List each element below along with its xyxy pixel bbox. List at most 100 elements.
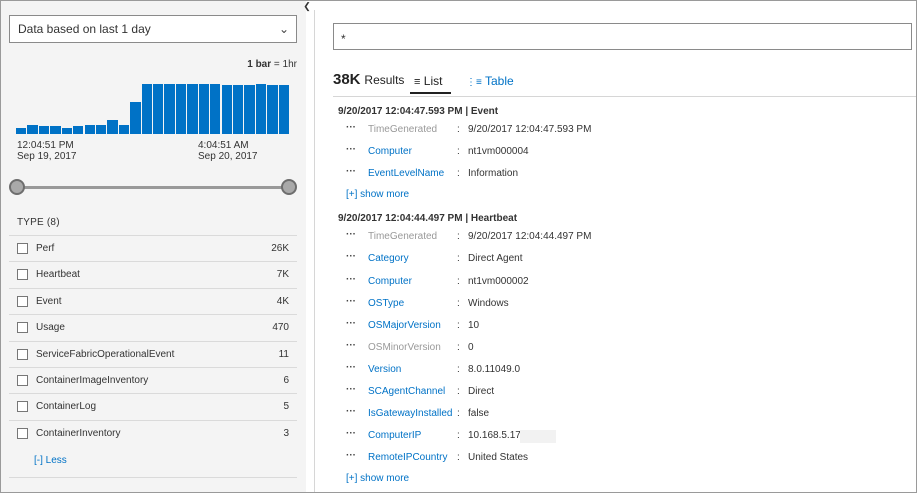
type-row-heartbeat[interactable]: Heartbeat 7K: [9, 261, 297, 287]
field-key[interactable]: Computer: [368, 146, 412, 158]
field-key[interactable]: IsGatewayInstalled: [368, 408, 453, 420]
type-row-containerlog[interactable]: ContainerLog 5: [9, 393, 297, 419]
show-more-link[interactable]: [+] show more: [346, 473, 410, 485]
histogram-bar[interactable]: [244, 84, 255, 134]
type-row-servicefabric[interactable]: ServiceFabricOperationalEvent 11: [9, 340, 297, 367]
histogram-bar[interactable]: [95, 125, 107, 134]
record-field: ··· Version:8.0.11049.0: [346, 361, 646, 378]
histogram-bar[interactable]: [198, 84, 210, 134]
histogram-bar[interactable]: [61, 127, 73, 134]
field-separator: :: [457, 297, 460, 309]
histogram-bar[interactable]: [255, 84, 267, 134]
checkbox[interactable]: [17, 295, 28, 307]
histogram-bar[interactable]: [84, 125, 95, 134]
histogram-bar[interactable]: [210, 84, 221, 134]
active-tab-indicator: [410, 92, 451, 94]
field-menu-icon[interactable]: ···: [346, 406, 356, 418]
field-menu-icon[interactable]: ···: [346, 384, 356, 395]
field-menu-icon[interactable]: ···: [346, 273, 356, 285]
field-menu-icon[interactable]: ···: [346, 229, 356, 241]
time-range-dropdown[interactable]: Data based on last 1 day ⌄: [9, 15, 297, 43]
type-facet-header: TYPE (8): [17, 217, 60, 228]
field-separator: :: [457, 408, 460, 420]
field-key[interactable]: Computer: [368, 275, 412, 287]
time-histogram[interactable]: [16, 70, 290, 134]
search-query-input[interactable]: *: [333, 23, 912, 50]
field-menu-icon[interactable]: ···: [346, 450, 356, 462]
checkbox[interactable]: [17, 243, 28, 254]
field-key[interactable]: SCAgentChannel: [368, 386, 446, 397]
field-menu-icon[interactable]: ···: [346, 122, 356, 133]
checkbox[interactable]: [17, 374, 28, 386]
table-icon: ⋮≡: [466, 77, 482, 88]
field-menu-icon[interactable]: ···: [346, 339, 356, 351]
field-key[interactable]: RemoteIPCountry: [368, 452, 448, 464]
type-row-event[interactable]: Event 4K: [9, 287, 297, 314]
field-value: 10.168.5.171: [468, 430, 527, 442]
histogram-bar[interactable]: [27, 125, 38, 134]
checkbox[interactable]: [17, 427, 28, 439]
field-menu-icon[interactable]: ···: [346, 144, 356, 156]
record-field: ··· SCAgentChannel: Direct: [346, 384, 646, 400]
histogram-bar[interactable]: [164, 84, 175, 134]
field-separator: :: [457, 341, 460, 353]
histogram-bar[interactable]: [175, 84, 187, 134]
tick-start-date: Sep 19, 2017: [17, 151, 77, 162]
field-separator: :: [457, 146, 460, 158]
field-menu-icon[interactable]: ···: [346, 428, 356, 440]
field-menu-icon[interactable]: ···: [346, 251, 356, 263]
type-name: Event: [36, 295, 62, 307]
checkbox[interactable]: [17, 322, 28, 334]
show-less-link[interactable]: [-] Less: [34, 455, 67, 466]
type-row-containerimageinventory[interactable]: ContainerImageInventory 6: [9, 366, 297, 393]
checkbox[interactable]: [17, 348, 28, 360]
field-separator: :: [457, 253, 460, 265]
tab-list[interactable]: ≡ List: [414, 74, 442, 88]
slider-start-handle[interactable]: [9, 179, 25, 195]
field-key[interactable]: OSMajorVersion: [368, 319, 441, 331]
type-name: Usage: [36, 322, 65, 334]
histogram-bar[interactable]: [50, 126, 61, 134]
checkbox[interactable]: [17, 269, 28, 281]
field-key[interactable]: ComputerIP: [368, 430, 422, 442]
histogram-bar[interactable]: [221, 84, 232, 134]
histogram-bar[interactable]: [278, 85, 289, 134]
type-name: Perf: [36, 243, 55, 254]
type-name: ContainerImageInventory: [36, 374, 149, 386]
field-key[interactable]: Version: [368, 363, 402, 375]
show-more-link[interactable]: [+] show more: [346, 189, 410, 201]
type-row-containerinventory[interactable]: ContainerInventory 3: [9, 419, 297, 446]
histogram-bar[interactable]: [267, 84, 278, 134]
histogram-bar[interactable]: [232, 84, 244, 134]
field-key[interactable]: EventLevelName: [368, 168, 445, 180]
results-count-label: Results: [364, 73, 405, 87]
field-key[interactable]: Category: [368, 253, 409, 265]
type-row-usage[interactable]: Usage 470: [9, 314, 297, 340]
list-icon: ≡: [414, 76, 421, 88]
results-divider: [333, 96, 916, 97]
field-menu-icon[interactable]: ···: [346, 295, 356, 307]
record-field: ··· ComputerIP:10.168.5.171: [346, 428, 646, 444]
field-key[interactable]: OSType: [368, 297, 405, 309]
histogram-bar[interactable]: [16, 127, 27, 134]
histogram-bar[interactable]: [130, 102, 141, 134]
field-separator: :: [457, 363, 460, 375]
checkbox[interactable]: [17, 401, 28, 413]
histogram-bar[interactable]: [187, 84, 198, 134]
histogram-bar[interactable]: [107, 119, 118, 134]
record-field: ··· TimeGenerated:9/20/2017 12:04:44.497 …: [346, 229, 646, 245]
histogram-bar[interactable]: [153, 84, 164, 134]
tab-table[interactable]: ⋮≡ Table: [466, 74, 514, 88]
field-menu-icon[interactable]: ···: [346, 361, 356, 373]
histogram-bar[interactable]: [141, 84, 152, 134]
collapse-panel-icon[interactable]: ❮: [303, 1, 311, 11]
histogram-bar[interactable]: [73, 126, 84, 134]
type-row-perf[interactable]: Perf 26K: [9, 235, 297, 261]
field-menu-icon[interactable]: ···: [346, 317, 356, 329]
record-title: 9/20/2017 12:04:44.497 PM | Heartbeat: [338, 213, 518, 225]
histogram-bar[interactable]: [38, 126, 50, 134]
time-range-slider-track[interactable]: [17, 186, 289, 189]
histogram-bar[interactable]: [118, 125, 130, 134]
slider-end-handle[interactable]: [281, 179, 297, 195]
field-menu-icon[interactable]: ···: [346, 166, 356, 178]
